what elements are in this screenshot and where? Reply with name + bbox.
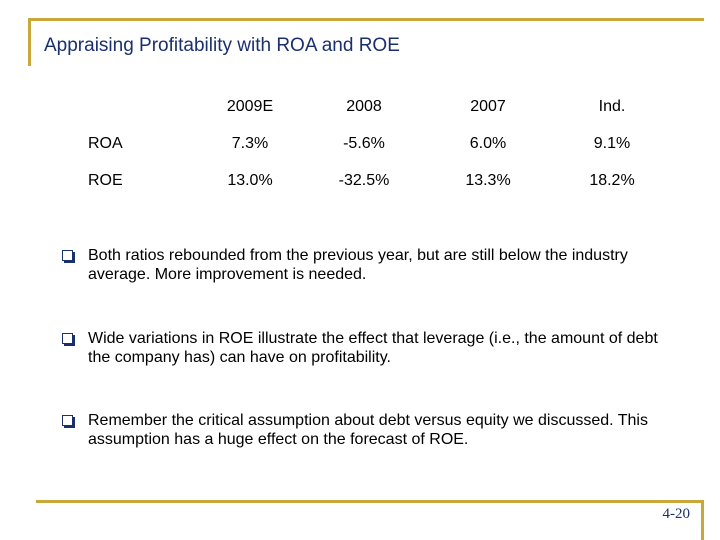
footer-rule <box>36 500 704 503</box>
checkbox-bullet-icon <box>62 250 73 261</box>
table-cell: 9.1% <box>593 134 631 152</box>
table-cell: 6.0% <box>469 134 507 152</box>
table-cell: 18.2% <box>589 171 635 189</box>
header-cell: 2009E <box>226 97 274 115</box>
table-header-row: 2009E 2008 2007 Ind. <box>82 88 674 125</box>
header-cell: Ind. <box>598 97 626 115</box>
table-cell: 7.3% <box>231 134 269 152</box>
title-frame <box>28 18 704 66</box>
bullet-text: Both ratios rebounded from the previous … <box>88 247 628 283</box>
slide-title: Appraising Profitability with ROA and RO… <box>44 35 400 56</box>
table-cell: -5.6% <box>343 134 385 152</box>
table-cell: 13.3% <box>465 171 511 189</box>
row-label: ROE <box>88 171 123 189</box>
page-number: 4-20 <box>662 506 691 522</box>
header-cell <box>82 88 198 125</box>
table-cell: -32.5% <box>338 171 390 189</box>
table-row: ROA 7.3% -5.6% 6.0% 9.1% <box>82 125 674 162</box>
bullet-text: Wide variations in ROE illustrate the ef… <box>88 330 658 366</box>
table-cell: 13.0% <box>227 171 273 189</box>
checkbox-bullet-icon <box>62 333 73 344</box>
footer-corner-rule <box>701 500 704 540</box>
checkbox-bullet-icon <box>62 415 73 426</box>
table-row: ROE 13.0% -32.5% 13.3% 18.2% <box>82 162 674 199</box>
row-label: ROA <box>88 134 123 152</box>
ratio-table: 2009E 2008 2007 Ind. ROA 7.3% -5.6% 6.0%… <box>82 88 674 199</box>
header-cell: 2008 <box>346 97 382 115</box>
header-cell: 2007 <box>470 97 506 115</box>
bullet-text: Remember the critical assumption about d… <box>88 412 648 448</box>
